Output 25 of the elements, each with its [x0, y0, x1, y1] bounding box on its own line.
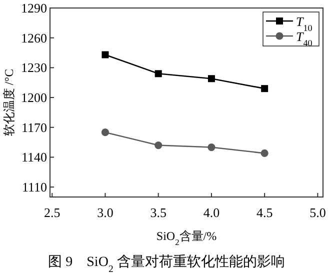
point	[208, 75, 215, 82]
y-tick-label: 1200	[21, 90, 47, 106]
y-tick-label: 1170	[21, 120, 47, 135]
x-tick-label: 4.5	[256, 205, 273, 220]
point	[260, 149, 268, 158]
x-tick-label: 3.0	[97, 205, 114, 220]
point	[102, 51, 109, 58]
y-tick-label: 1140	[21, 150, 47, 165]
point	[154, 141, 162, 150]
point	[208, 143, 216, 152]
x-tick-label: 5.0	[310, 205, 326, 220]
x-tick-label: 3.5	[150, 205, 166, 220]
x-tick-label: 4.0	[203, 205, 220, 220]
y-tick-label: 1230	[21, 60, 47, 76]
legend-label: T$_{10}$	[296, 14, 313, 33]
y-tick-label: 1290	[21, 0, 47, 16]
point	[261, 85, 268, 92]
x-tick-label: 2.5	[44, 205, 60, 220]
y-tick-label: 1260	[21, 30, 47, 46]
caption: 图 9 SiO$_{2}$ 含量对荷重软化性能的影响	[48, 254, 285, 274]
y-axis-title: 软化温度 /°C	[2, 68, 16, 136]
x-axis-title: SiO$_{2}$含量/%	[156, 229, 217, 246]
point	[154, 70, 162, 78]
point	[101, 128, 110, 136]
y-tick-label: 1110	[22, 180, 47, 195]
